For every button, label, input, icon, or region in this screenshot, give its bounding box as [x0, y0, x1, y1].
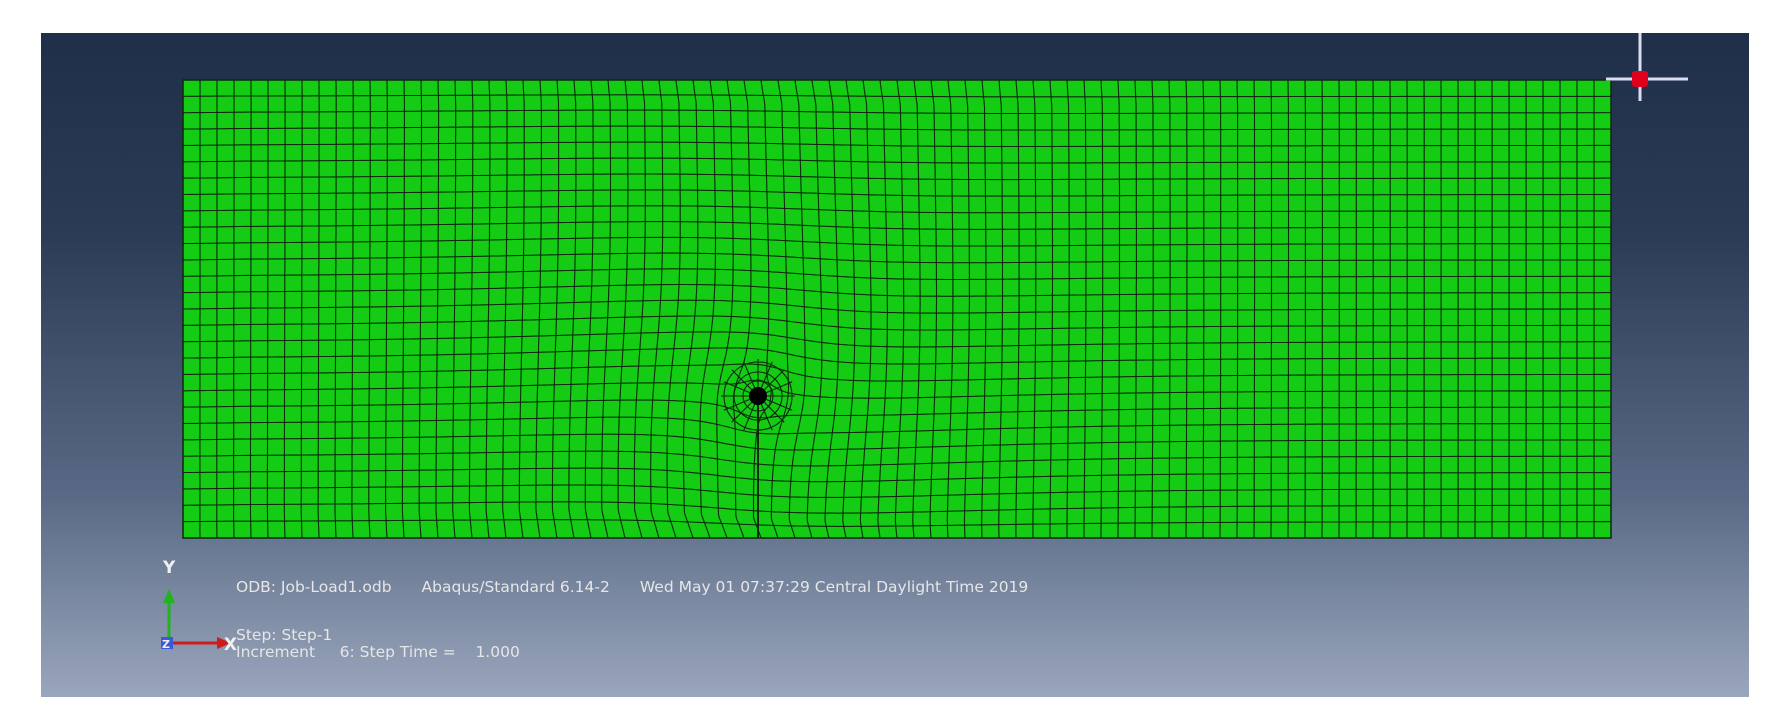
- mesh-line: [182, 467, 1611, 483]
- odb-info-line: ODB: Job-Load1.odb Abaqus/Standard 6.14-2…: [236, 578, 1028, 596]
- mesh-line: [183, 416, 1611, 435]
- timestamp-label: Wed May 01 07:37:29 Central Daylight Tim…: [639, 578, 1029, 596]
- mesh-spoke: [723, 398, 750, 411]
- mesh-spoke: [760, 404, 773, 431]
- x-axis-arrowhead-icon: [217, 637, 231, 649]
- odb-file-label: ODB: Job-Load1.odb: [236, 578, 392, 596]
- mesh-line: [183, 221, 1611, 230]
- step-label: Step: Step-1: [236, 626, 333, 644]
- mesh-line: [183, 252, 1611, 264]
- mesh-spoke: [731, 402, 752, 423]
- mesh-line: [1270, 79, 1273, 538]
- mesh-spoke: [743, 404, 756, 431]
- mesh-line: [182, 125, 1611, 131]
- viewport-canvas[interactable]: ODB: Job-Load1.odb Abaqus/Standard 6.14-2…: [41, 33, 1749, 697]
- mesh-line: [182, 94, 1611, 98]
- increment-label: Increment 6: Step Time = 1.000: [236, 643, 520, 661]
- mesh-line: [183, 283, 1611, 297]
- mesh-spoke: [764, 402, 785, 423]
- mesh-line: [182, 205, 1611, 214]
- z-axis-letter: Z: [162, 638, 170, 651]
- mesh-line: [182, 347, 1611, 365]
- mesh-spoke: [723, 381, 750, 394]
- mesh-line: [183, 379, 1611, 399]
- mesh-line: [183, 519, 1611, 527]
- mesh-spoke: [743, 361, 756, 388]
- mesh-line: [183, 173, 1611, 181]
- mesh-line: [1253, 79, 1256, 538]
- mesh-line: [183, 299, 1611, 314]
- mesh-spoke: [731, 369, 752, 390]
- mesh-grid: [182, 79, 1611, 539]
- mesh-plot[interactable]: [41, 33, 1749, 697]
- mesh-line: [249, 80, 252, 539]
- solver-label: Abaqus/Standard 6.14-2: [421, 578, 610, 596]
- z-axis-icon: [161, 637, 173, 649]
- mesh-line: [183, 484, 1611, 498]
- mesh-line: [183, 363, 1611, 382]
- mesh-spoke: [760, 361, 773, 388]
- mesh-line: [183, 157, 1611, 164]
- mesh-line: [1287, 80, 1290, 538]
- crosshair-cursor-icon: [1606, 33, 1688, 101]
- mesh-line: [183, 331, 1611, 348]
- mesh-line: [183, 141, 1611, 148]
- mesh-line: [183, 268, 1611, 281]
- x-axis-letter: X: [224, 635, 237, 655]
- mesh-line: [183, 189, 1611, 197]
- y-axis-arrowhead-icon: [163, 589, 175, 603]
- mesh-line: [183, 109, 1611, 115]
- mesh-spoke: [764, 369, 785, 390]
- mesh-line: [182, 315, 1611, 331]
- mesh-spoke: [766, 381, 793, 394]
- mesh-line: [182, 433, 1611, 451]
- hole-marker: [749, 387, 767, 405]
- mesh-line: [183, 399, 1611, 419]
- mesh-line: [183, 450, 1611, 467]
- y-axis-letter: Y: [162, 558, 176, 578]
- mesh-line: [182, 236, 1611, 247]
- mesh-line: [1236, 79, 1239, 538]
- axis-triad: Y Z X: [161, 558, 237, 655]
- mesh-line: [183, 501, 1611, 514]
- mesh-spoke: [766, 398, 793, 411]
